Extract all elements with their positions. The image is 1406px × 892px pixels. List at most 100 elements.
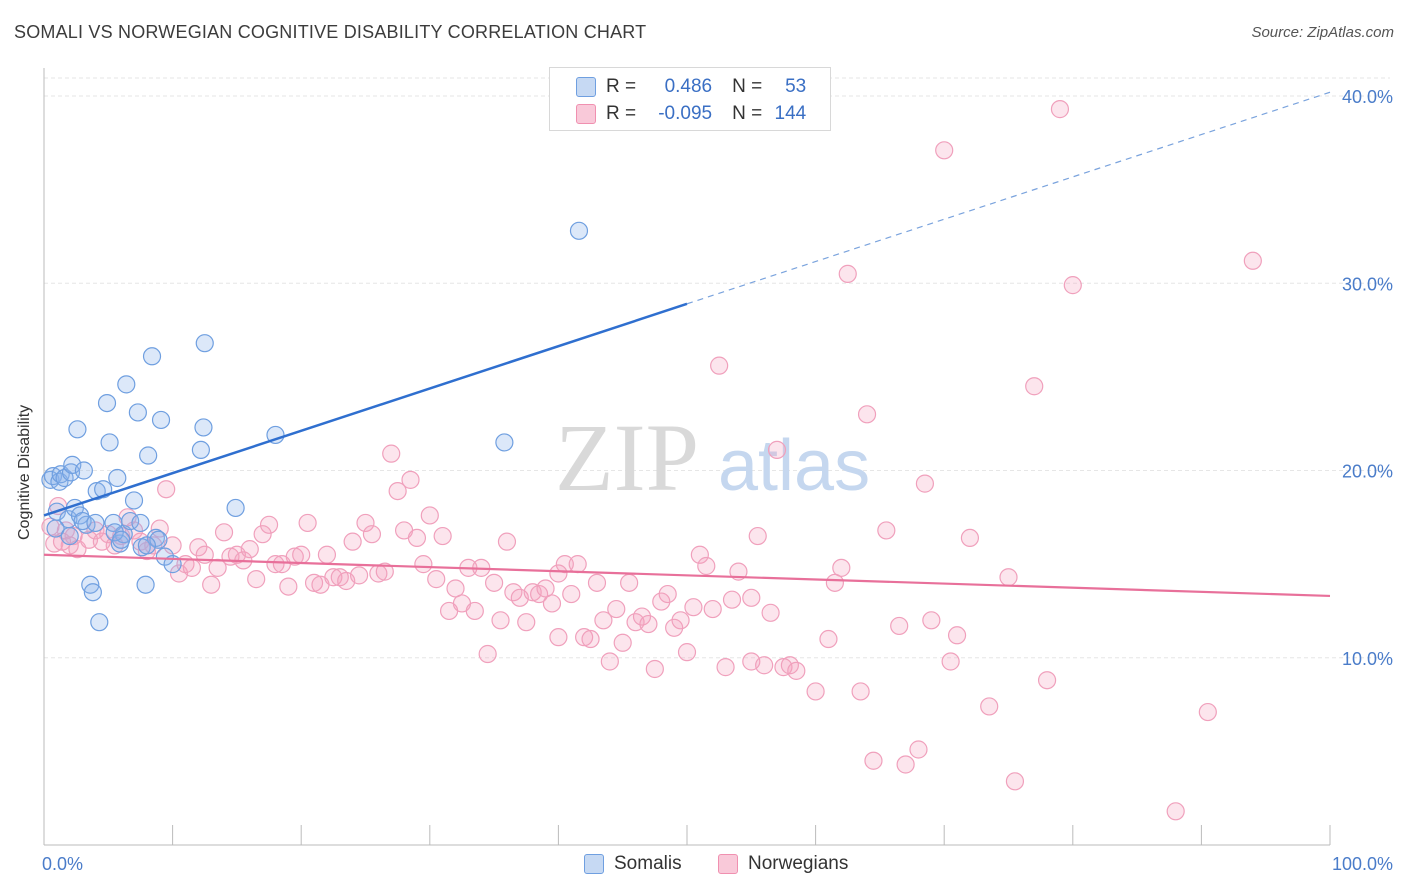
norwegians-point xyxy=(414,555,433,574)
somalis-point xyxy=(139,446,158,465)
norwegians-point xyxy=(684,598,703,617)
somalis-r-value: 0.486 xyxy=(664,76,713,97)
norwegians-point xyxy=(742,588,761,607)
n-label: N = xyxy=(732,103,763,124)
axes xyxy=(43,68,1331,846)
watermark-atlas: atlas xyxy=(718,426,870,506)
norwegians-point xyxy=(1063,276,1082,295)
y-tick-label: 10.0% xyxy=(1342,649,1393,669)
norwegians-point xyxy=(915,474,935,493)
norwegians-point xyxy=(658,584,677,604)
watermark: ZIP atlas xyxy=(555,404,870,511)
somalis-point xyxy=(68,420,87,439)
norwegians-point xyxy=(362,525,382,544)
r-label: R = xyxy=(606,76,637,97)
norwegians-point xyxy=(645,659,664,679)
norwegians-point xyxy=(1050,100,1070,119)
somalis-point xyxy=(83,583,102,602)
norwegians-point xyxy=(382,444,401,463)
somalis-point xyxy=(63,455,82,474)
stats-legend: R = 0.486 N = 53 R = -0.095 N = 144 xyxy=(549,67,831,131)
y-tick-label: 40.0% xyxy=(1342,87,1393,107)
norwegians-point xyxy=(665,618,684,637)
somalis-point xyxy=(195,334,214,353)
norwegians-point xyxy=(157,480,176,499)
somalis-point xyxy=(100,433,119,452)
norwegians-point xyxy=(761,603,780,622)
norwegians-point xyxy=(1025,377,1044,396)
somalis-point xyxy=(191,440,210,460)
norwegians-point xyxy=(710,356,729,375)
norwegians-point xyxy=(465,601,484,621)
norwegians-point xyxy=(292,545,311,564)
norwegians-point xyxy=(497,532,517,551)
norwegians-point xyxy=(401,470,420,489)
norwegians-point xyxy=(375,562,394,581)
somalis-point xyxy=(128,403,147,422)
norwegians-point xyxy=(935,141,954,160)
norwegians-point xyxy=(298,513,317,533)
norwegians-point xyxy=(202,575,221,594)
norwegians-point xyxy=(247,570,266,589)
n-label: N = xyxy=(732,76,763,97)
norwegians-point xyxy=(427,570,446,589)
norwegians-point xyxy=(542,594,562,613)
norwegians-point xyxy=(851,682,870,701)
norwegians-point xyxy=(819,629,838,649)
norwegians-point xyxy=(1243,251,1262,270)
somalis-trend-extension xyxy=(686,91,1331,305)
somalis-point xyxy=(149,530,168,549)
norwegians-point xyxy=(787,661,806,680)
y-tick-label: 20.0% xyxy=(1342,462,1393,482)
somalis-point xyxy=(90,613,109,632)
somalis-point xyxy=(86,513,105,533)
norwegians-point xyxy=(671,611,690,630)
legend-row-norwegians: R = -0.095 N = 144 xyxy=(550,101,806,127)
norwegians-point xyxy=(896,755,915,774)
norwegians-legend-label: Norwegians xyxy=(748,853,849,874)
norwegians-n-value: 144 xyxy=(774,103,807,124)
norwegians-point xyxy=(279,577,298,596)
legend-row-somalis: R = 0.486 N = 53 xyxy=(550,74,806,100)
norwegians-point xyxy=(677,643,697,662)
x-tick-label: 0.0% xyxy=(42,854,83,874)
norwegians-point xyxy=(485,573,504,592)
x-tick-label: 100.0% xyxy=(1332,854,1393,874)
legend-item-norwegians: Norwegians xyxy=(718,852,848,876)
somalis-point xyxy=(112,530,131,549)
tick-labels: 10.0% 20.0% 30.0% 40.0% 0.0% 100.0% xyxy=(42,87,1393,874)
norwegians-point xyxy=(407,528,427,548)
norwegians-point xyxy=(317,545,337,564)
norwegians-point xyxy=(285,547,304,566)
norwegians-point xyxy=(825,573,844,592)
somalis-point xyxy=(124,491,144,510)
legend-item-somalis: Somalis xyxy=(584,852,682,876)
chart-title: SOMALI VS NORWEGIAN COGNITIVE DISABILITY… xyxy=(14,22,647,42)
norwegians-point xyxy=(594,611,613,630)
norwegians-point xyxy=(433,526,452,546)
norwegians-point xyxy=(446,579,465,598)
norwegians-point xyxy=(613,633,632,652)
somalis-swatch xyxy=(576,77,596,97)
source-credit: Source: ZipAtlas.com xyxy=(1251,24,1394,41)
norwegians-point xyxy=(478,644,497,664)
norwegians-point xyxy=(639,614,658,634)
norwegians-point xyxy=(909,740,928,759)
somalis-point xyxy=(151,410,171,430)
norwegians-point xyxy=(349,566,369,585)
somalis-point xyxy=(495,433,514,452)
norwegians-point xyxy=(607,599,626,619)
trend-lines xyxy=(43,91,1331,598)
norwegians-point xyxy=(214,523,234,542)
norwegians-point xyxy=(703,599,722,619)
norwegians-point xyxy=(632,607,652,626)
somalis-point xyxy=(131,513,150,533)
norwegians-point xyxy=(999,568,1018,587)
somalis-point xyxy=(74,461,93,480)
norwegians-point xyxy=(343,532,362,551)
norwegians-point xyxy=(240,540,259,559)
norwegians-point xyxy=(555,555,574,574)
norwegians-point xyxy=(947,626,967,645)
somalis-n-value: 53 xyxy=(785,76,807,97)
norwegians-point xyxy=(549,628,568,647)
